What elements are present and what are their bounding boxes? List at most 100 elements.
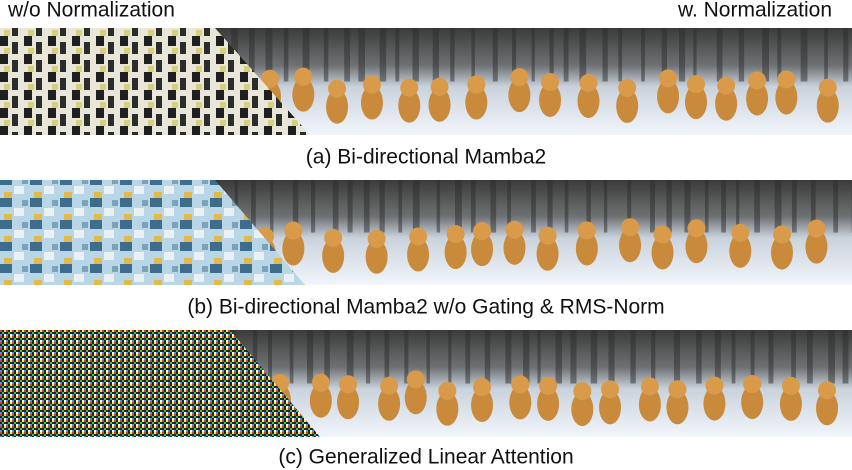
tree [384,330,390,384]
dog [404,380,427,415]
tree [412,180,420,233]
dog [282,231,305,266]
image-strip [0,28,852,135]
tree [436,180,441,233]
tree [448,330,452,384]
dog [685,85,708,120]
dog [539,82,562,117]
tree [608,330,615,384]
dog [575,231,598,266]
dog-head [328,79,347,98]
tree [564,180,569,233]
tree [800,28,808,82]
dog [508,78,531,113]
dog [816,88,839,123]
dog-head [511,375,530,394]
dog [322,238,345,273]
dog-head [539,376,558,395]
dog-head [367,229,386,248]
tree [490,180,497,233]
tree [471,28,475,82]
tree [704,180,709,233]
tree [641,28,645,82]
tree [283,28,289,82]
dog [599,390,622,425]
tree [807,330,813,384]
tree [306,330,314,384]
dog [685,229,708,264]
tree [603,180,608,233]
dog-head [818,381,837,400]
dog-head [781,376,800,395]
tree [768,330,774,384]
dog [292,77,315,112]
tree [455,180,462,233]
tree [762,28,769,82]
dog [407,237,430,272]
tree [810,180,816,233]
tree [791,180,797,233]
tree [630,330,636,384]
tree [679,28,686,82]
dog [537,386,560,421]
dog [775,80,798,115]
tree [618,28,623,82]
noisy-image [0,330,320,437]
dog-head [409,227,428,246]
tree [716,28,723,82]
dog-head [659,69,678,88]
tree [738,28,745,82]
dog-head [640,377,659,396]
noisy-image [0,28,310,135]
tree [426,330,430,384]
tree [344,28,351,82]
dog-head [807,219,826,238]
tree [547,180,553,233]
dog-head [579,73,598,92]
tree [523,330,530,384]
image-strip [0,180,852,285]
dog-head [311,373,330,392]
tree [791,330,796,384]
dog [771,235,794,270]
tree [754,180,760,233]
dog-head [400,78,419,97]
dog [471,232,494,267]
tree [531,180,536,233]
dog-head [438,381,457,400]
dog-head [430,77,449,96]
dog-head [324,228,343,247]
left-label: w/o Normalization [7,0,175,22]
tree [824,28,828,82]
dog [638,387,661,422]
right-label: w. Normalization [677,0,832,22]
tree [549,28,554,82]
tree [537,330,541,384]
tree [470,180,476,233]
dog-head [467,75,486,94]
dog [805,229,828,264]
tree [505,330,512,384]
tree [714,330,721,384]
tree [555,330,563,384]
dog [509,385,532,420]
tree [721,180,726,233]
dog [666,390,689,425]
tree [507,180,511,233]
dog [741,385,764,420]
dog-head [510,68,529,87]
dog-head [687,219,706,238]
tree [365,330,371,384]
dog [365,239,388,274]
tree [249,28,255,82]
caption: (b) Bi-directional Mamba2 w/o Gating & R… [187,296,664,319]
dog-head [668,380,687,399]
dog-head [380,376,399,395]
tree [602,28,608,82]
tree [666,180,672,233]
tree [270,180,274,233]
tree [750,330,755,384]
dog [715,86,738,121]
dog [779,386,802,421]
